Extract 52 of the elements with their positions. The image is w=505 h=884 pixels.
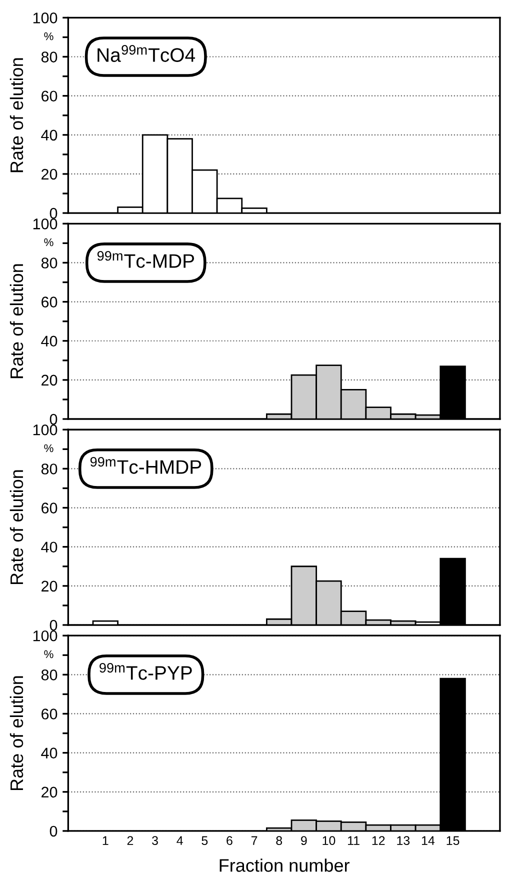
- text: $^{99m}$Tc-HMDP: [90, 457, 202, 474]
- y-tick-label: 60: [42, 708, 58, 720]
- y-tick-label: 60: [42, 296, 58, 308]
- x-tick-label: 11: [348, 836, 360, 845]
- x-tick-label: 1: [102, 836, 108, 845]
- y-tick-label: 0: [50, 414, 58, 425]
- x-tick-label: 2: [127, 836, 134, 845]
- y-tick-label: 100: [33, 218, 58, 230]
- y-axis-title: Rate of elution: [10, 264, 24, 378]
- y-tick-label: 80: [41, 670, 58, 680]
- x-tick-label: 8: [276, 836, 282, 846]
- x-tick-label: 10: [322, 836, 336, 846]
- x-tick-label: 5: [202, 836, 208, 846]
- x-tick-label: 6: [226, 836, 232, 846]
- y-tick-label: 100: [33, 424, 58, 436]
- y-tick-label: 20: [42, 168, 58, 180]
- y-tick-label: 40: [41, 130, 58, 141]
- x-tick-label: 4: [176, 836, 183, 845]
- x-tick-label: 3: [152, 836, 158, 846]
- text: %: [44, 650, 54, 658]
- y-tick-label: 100: [33, 630, 58, 642]
- y-tick-label: 40: [41, 336, 58, 347]
- x-tick-label: 13: [397, 836, 410, 846]
- text: $^{99m}$Tc-MDP: [97, 251, 194, 268]
- y-tick-label: 20: [42, 374, 58, 386]
- y-tick-label: 0: [50, 208, 58, 219]
- text: $^{99m}$Tc-PYP: [100, 662, 192, 680]
- y-tick-label: 20: [42, 580, 58, 592]
- x-tick-label: 12: [372, 836, 385, 845]
- y-tick-label: 80: [41, 258, 58, 268]
- y-tick-label: 0: [50, 826, 58, 837]
- y-tick-label: 20: [42, 786, 58, 798]
- text: %: [44, 32, 54, 40]
- y-tick-label: 40: [41, 748, 58, 758]
- y-axis-title: Rate of elution: [10, 58, 24, 172]
- y-tick-label: 80: [41, 52, 58, 62]
- text: Na$^{99m}$TcO4: [98, 45, 196, 62]
- x-axis-title: Fraction number: [220, 858, 350, 872]
- x-tick-label: 7: [251, 836, 258, 845]
- y-tick-label: 60: [42, 502, 58, 514]
- text: %: [44, 444, 54, 452]
- x-tick-label: 9: [301, 836, 307, 846]
- y-axis-title: Rate of elution: [10, 676, 24, 790]
- text: %: [44, 238, 54, 246]
- y-tick-label: 0: [50, 620, 58, 631]
- y-tick-label: 100: [33, 12, 58, 24]
- y-tick-label: 60: [42, 90, 58, 102]
- x-tick-label: 15: [446, 836, 460, 846]
- y-axis-title: Rate of elution: [10, 470, 24, 584]
- y-tick-label: 80: [41, 464, 58, 474]
- x-tick-label: 14: [422, 836, 435, 845]
- y-tick-label: 40: [41, 542, 58, 553]
